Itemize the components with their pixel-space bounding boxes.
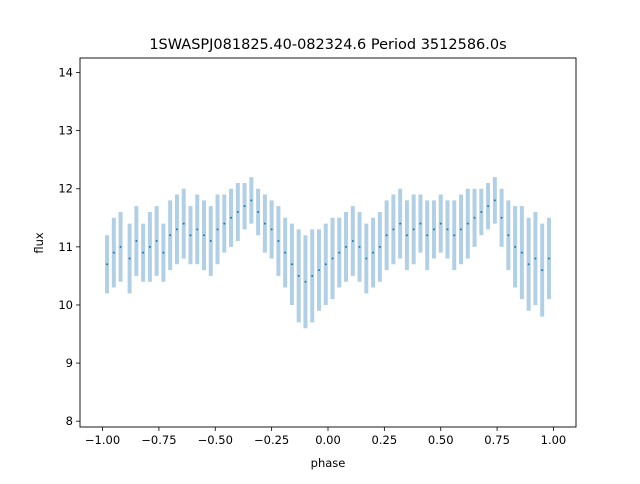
data-point — [527, 263, 530, 266]
data-point — [169, 234, 172, 237]
data-point — [236, 210, 239, 213]
data-point — [135, 240, 138, 243]
data-point — [500, 216, 503, 219]
data-point — [112, 251, 115, 254]
data-point — [378, 245, 381, 248]
data-point — [182, 222, 185, 225]
data-point — [541, 269, 544, 272]
data-point — [270, 228, 273, 231]
data-point — [317, 269, 320, 272]
data-point — [162, 251, 165, 254]
x-tick-label: −1.00 — [85, 433, 120, 447]
y-tick-label: 11 — [58, 240, 73, 254]
data-point — [405, 234, 408, 237]
data-point — [439, 222, 442, 225]
scatter-points — [105, 177, 551, 329]
data-point — [358, 245, 361, 248]
y-tick-label: 9 — [66, 356, 73, 370]
data-point — [297, 274, 300, 277]
data-point — [311, 274, 314, 277]
data-point — [304, 280, 307, 283]
y-tick-label: 14 — [58, 66, 73, 80]
data-point — [453, 234, 456, 237]
data-point — [290, 263, 293, 266]
x-tick-label: 1.00 — [541, 433, 567, 447]
data-point — [223, 222, 226, 225]
data-point — [446, 228, 449, 231]
x-tick-label: 0.00 — [315, 433, 341, 447]
data-point — [351, 240, 354, 243]
y-tick-label: 12 — [58, 182, 73, 196]
data-point — [277, 240, 280, 243]
data-point — [365, 257, 368, 260]
data-point — [263, 222, 266, 225]
data-point — [230, 216, 233, 219]
plot-frame — [79, 57, 577, 428]
data-point — [493, 199, 496, 202]
data-point — [514, 245, 517, 248]
data-point — [284, 251, 287, 254]
x-tick-label: 0.25 — [372, 433, 398, 447]
y-axis-label: flux — [32, 232, 46, 254]
data-point — [257, 210, 260, 213]
data-point — [345, 245, 348, 248]
data-point — [426, 234, 429, 237]
data-point — [432, 228, 435, 231]
data-point — [175, 228, 178, 231]
data-point — [480, 210, 483, 213]
x-tick-label: 0.75 — [484, 433, 510, 447]
data-point — [473, 216, 476, 219]
x-tick-label: −0.50 — [198, 433, 233, 447]
data-point — [385, 234, 388, 237]
data-point — [412, 228, 415, 231]
data-point — [399, 222, 402, 225]
x-axis-label: phase — [311, 456, 346, 470]
data-point — [534, 257, 537, 260]
chart-title: 1SWASPJ081825.40-082324.6 Period 3512586… — [149, 37, 506, 53]
x-axis-ticks: −1.00 −0.75 −0.50 −0.25 0.00 0.25 0.50 0.75 1.00 — [85, 427, 566, 447]
data-point — [324, 263, 327, 266]
data-point — [209, 240, 212, 243]
data-point — [203, 234, 205, 237]
data-point — [250, 199, 253, 202]
x-tick-label: −0.75 — [141, 433, 176, 447]
data-point — [119, 245, 122, 248]
data-point — [106, 263, 109, 266]
data-point — [338, 251, 341, 254]
x-tick-label: 0.50 — [428, 433, 454, 447]
data-point — [520, 251, 523, 254]
data-point — [148, 245, 151, 248]
x-tick-label: −0.25 — [254, 433, 289, 447]
y-tick-label: 10 — [58, 298, 73, 312]
data-point — [547, 257, 550, 260]
data-point — [466, 222, 469, 225]
data-point — [142, 251, 145, 254]
data-point — [243, 205, 246, 208]
data-point — [331, 257, 334, 260]
data-point — [507, 234, 510, 237]
data-point — [155, 240, 158, 243]
data-point — [196, 228, 199, 231]
data-point — [487, 205, 490, 208]
data-point — [128, 257, 131, 260]
data-point — [392, 228, 395, 231]
data-point — [419, 222, 422, 225]
data-point — [460, 228, 463, 231]
y-axis-ticks: 8 9 10 11 12 13 14 — [58, 66, 80, 428]
y-tick-label: 13 — [58, 124, 73, 138]
y-tick-label: 8 — [66, 414, 73, 428]
data-point — [189, 234, 192, 237]
data-point — [216, 228, 219, 231]
data-point — [372, 251, 375, 254]
